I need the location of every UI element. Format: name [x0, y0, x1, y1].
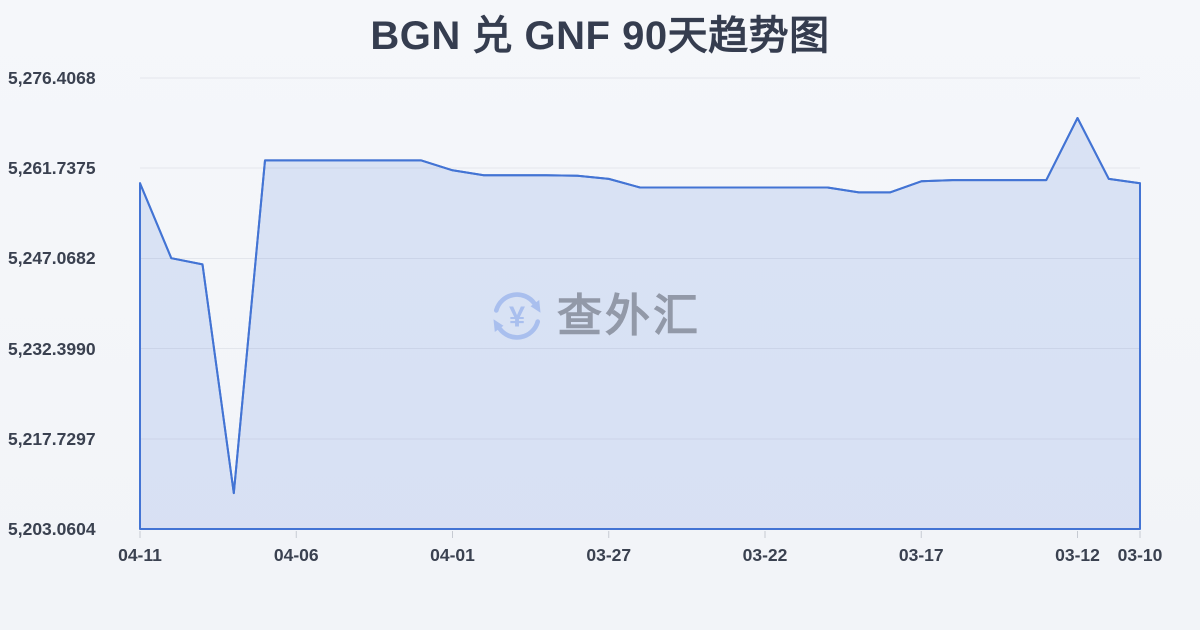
trend-line: [139, 117, 1141, 495]
watermark: ¥ 查外汇: [489, 288, 701, 344]
svg-text:¥: ¥: [509, 301, 525, 333]
chart-title: BGN 兑 GNF 90天趋势图: [370, 14, 830, 58]
currency-exchange-refresh-icon: ¥: [493, 292, 541, 340]
watermark-text: 查外汇: [557, 290, 702, 341]
x-axis-ticks: [139, 531, 1141, 538]
